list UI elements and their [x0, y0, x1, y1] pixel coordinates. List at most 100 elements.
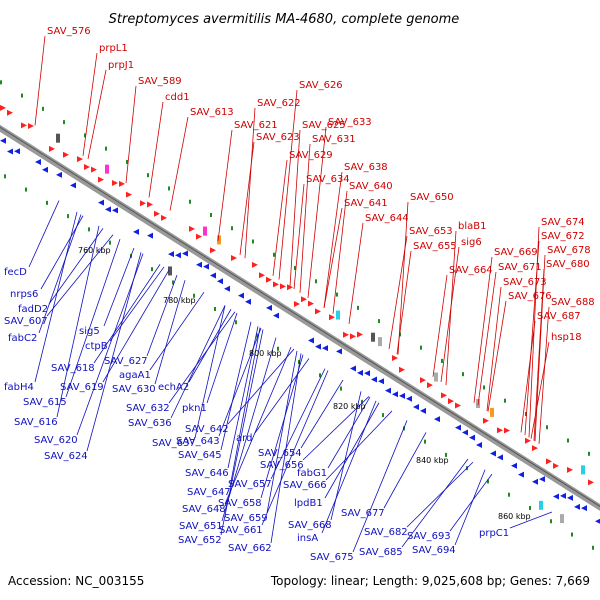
top-connector [34, 35, 46, 126]
green-marker [273, 252, 275, 257]
top-connector [396, 250, 412, 355]
top-gene-label: SAV_676 [508, 291, 552, 302]
top-gene-label: SAV_650 [410, 192, 454, 203]
bottom-gene-label: ard [236, 433, 252, 444]
bottom-gene-label: SAV_654 [258, 448, 302, 459]
green-marker [109, 240, 111, 245]
bottom-gene-label: fadD2 [18, 304, 48, 315]
bottom-strand-gene [196, 261, 202, 268]
bottom-connector [325, 410, 393, 481]
bottom-connector [270, 368, 326, 480]
bottom-connector [327, 396, 371, 469]
bottom-connector [220, 329, 264, 536]
green-marker [67, 214, 69, 219]
bottom-gene-label: SAV_657 [228, 479, 272, 490]
top-strand-gene [504, 427, 510, 434]
green-marker [315, 279, 317, 284]
top-connector [239, 141, 255, 255]
green-marker [25, 187, 27, 192]
top-gene-label: sig6 [461, 237, 482, 248]
feature-block [378, 337, 382, 347]
green-marker [361, 399, 363, 404]
bottom-connector [383, 432, 427, 509]
bottom-connector [220, 321, 252, 451]
top-strand-gene [126, 191, 132, 198]
bottom-connector [261, 370, 329, 526]
bottom-gene-label: SAV_630 [112, 384, 156, 395]
bottom-strand-gene [245, 298, 251, 305]
green-marker [105, 146, 107, 151]
bottom-connector [454, 469, 486, 546]
green-marker [210, 212, 212, 217]
top-connector [272, 159, 288, 276]
bottom-gene-label: SAV_693 [407, 531, 451, 542]
green-marker [546, 425, 548, 430]
bottom-gene-label: SAV_658 [218, 498, 262, 509]
bottom-strand-gene [406, 395, 412, 402]
bottom-connector [76, 253, 144, 436]
bottom-gene-label: SAV_615 [23, 397, 67, 408]
top-strand-gene [588, 479, 594, 486]
bottom-strand-gene [364, 370, 370, 377]
feature-block [203, 226, 207, 236]
top-strand-gene [350, 333, 356, 340]
bottom-gene-label: SAV_616 [14, 417, 58, 428]
bottom-gene-label: SAV_632 [126, 403, 170, 414]
bottom-strand-gene [399, 392, 405, 399]
bottom-strand-gene [273, 312, 279, 319]
bottom-gene-label: SAV_662 [228, 543, 272, 554]
genome-summary-text: Topology: linear; Length: 9,025,608 bp; … [270, 574, 590, 588]
bottom-gene-label: SAV_643 [176, 436, 220, 447]
top-strand-gene [497, 427, 503, 434]
top-strand-gene [147, 201, 153, 208]
top-connector [477, 271, 497, 406]
green-marker [235, 320, 237, 325]
bottom-gene-label: prpC1 [479, 528, 509, 539]
bottom-strand-gene [105, 206, 111, 213]
bottom-strand-gene [511, 462, 517, 469]
top-strand-gene [357, 331, 363, 338]
bottom-connector [65, 238, 121, 398]
green-marker [462, 372, 464, 377]
bottom-connector [154, 280, 186, 385]
bottom-gene-label: fabG1 [297, 468, 327, 479]
green-marker [445, 452, 447, 457]
scale-tick-label: 760 kbp [78, 246, 111, 255]
top-strand-gene [259, 272, 265, 279]
green-marker [319, 373, 321, 378]
feature-block [371, 332, 375, 342]
bottom-strand-gene [413, 404, 419, 411]
top-gene-label: SAV_687 [537, 311, 581, 322]
green-marker [571, 532, 573, 537]
bottom-strand-gene [133, 228, 139, 235]
bottom-gene-label: SAV_618 [51, 363, 95, 374]
green-marker [529, 505, 531, 510]
top-gene-label: SAV_622 [257, 98, 301, 109]
top-strand-gene [231, 255, 237, 262]
feature-block [539, 500, 543, 510]
top-strand-gene [301, 296, 307, 303]
scale-tick-label: 840 kbp [416, 456, 449, 465]
top-connector [332, 190, 348, 314]
top-strand-gene [287, 284, 293, 291]
bottom-gene-label: SAV_642 [185, 424, 229, 435]
top-strand-gene [399, 366, 405, 373]
top-connector [524, 240, 540, 436]
bottom-connector [509, 511, 553, 529]
green-marker [193, 293, 195, 298]
feature-block [56, 133, 60, 143]
bottom-connector [48, 228, 104, 305]
bottom-strand-gene [581, 505, 587, 512]
feature-block [217, 235, 221, 245]
top-strand-gene [196, 233, 202, 240]
green-marker [483, 385, 485, 390]
bottom-strand-gene [147, 232, 153, 239]
top-gene-label: SAV_626 [299, 80, 343, 91]
top-strand-gene [266, 276, 272, 283]
green-marker [63, 120, 65, 125]
bottom-connector [149, 291, 205, 371]
feature-block [105, 164, 109, 174]
bottom-gene-label: SAV_652 [178, 535, 222, 546]
green-marker [487, 479, 489, 484]
